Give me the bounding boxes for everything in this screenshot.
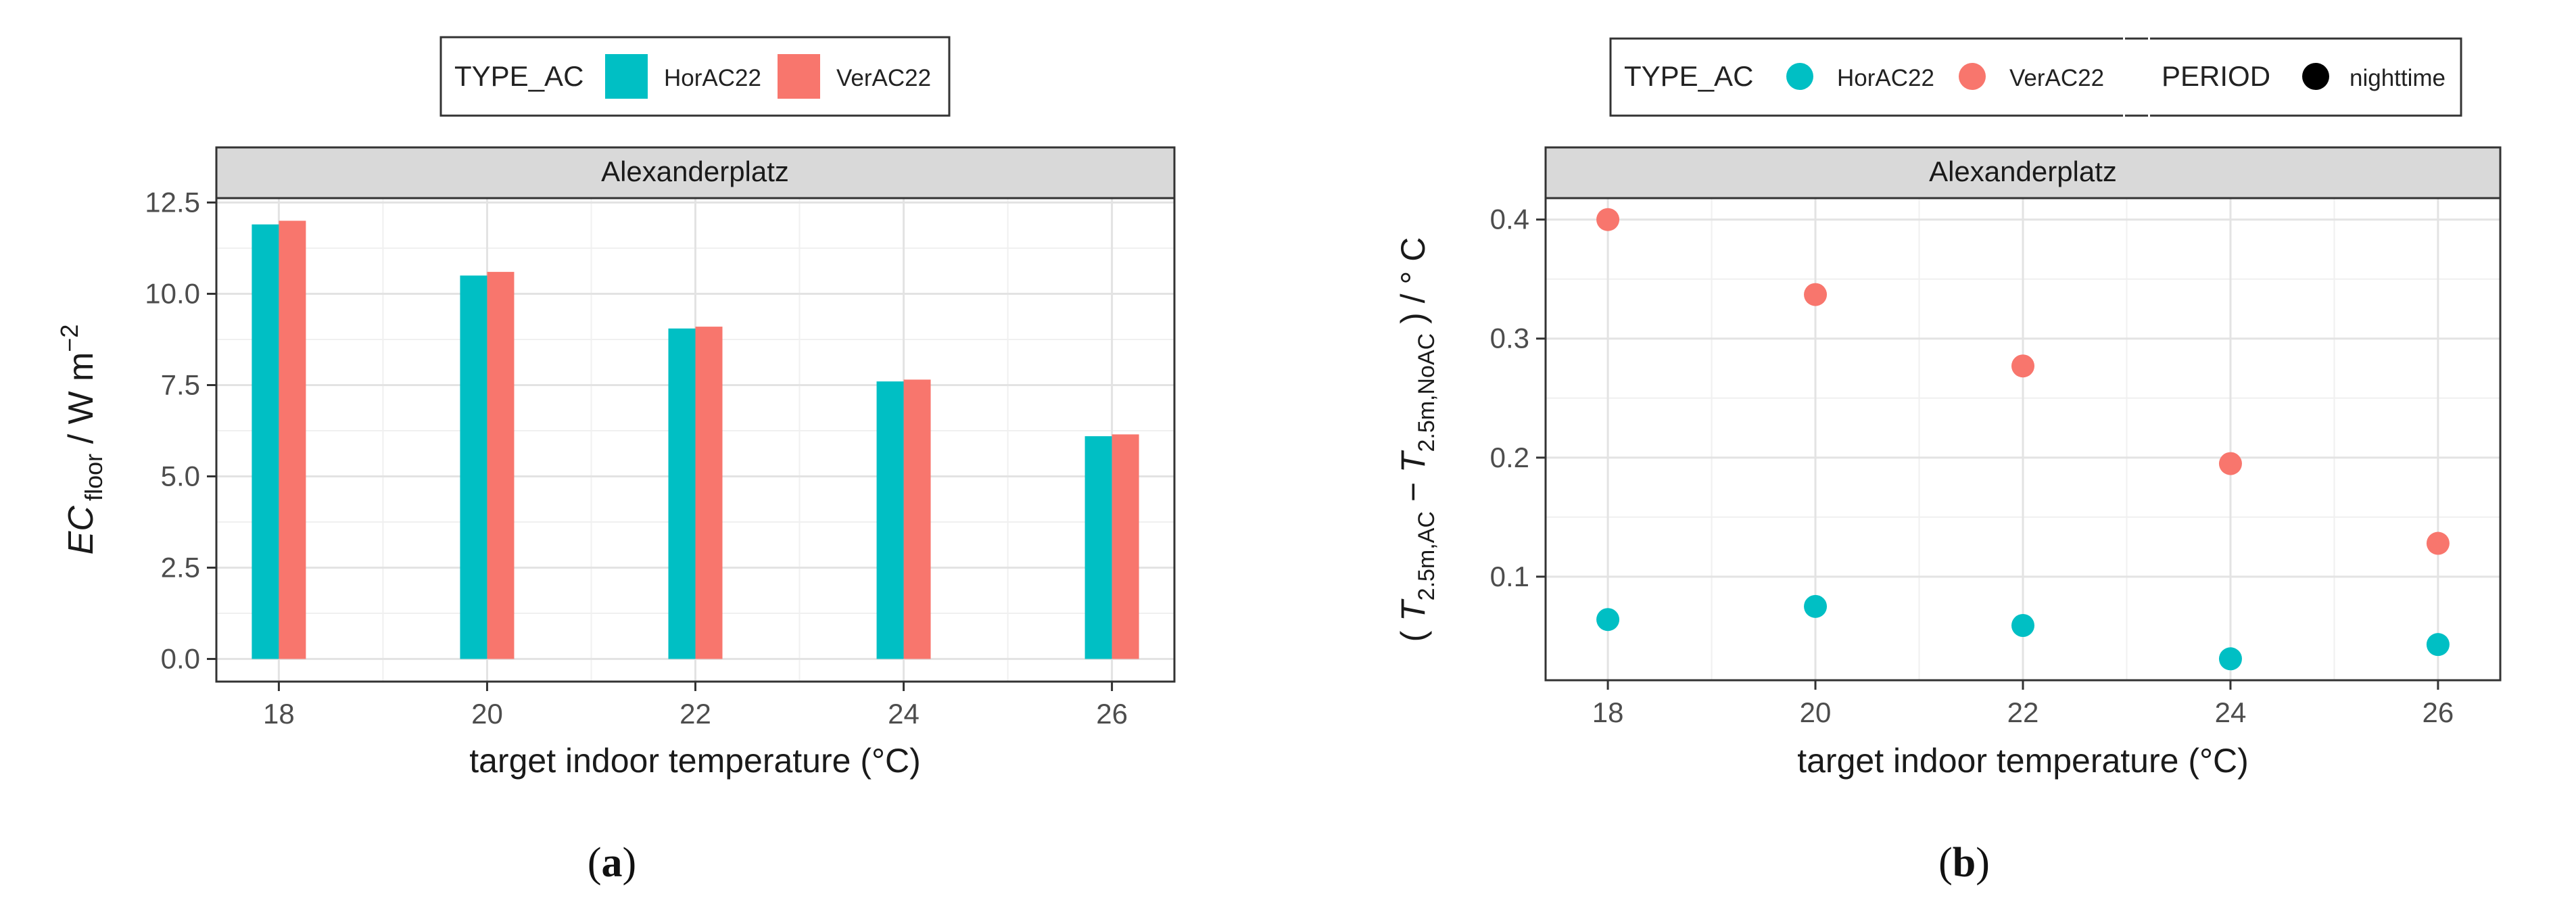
point-verac22-26 [2426, 531, 2450, 555]
point-horac22-22 [2011, 614, 2034, 638]
legend-b-key-nighttime [2302, 63, 2329, 90]
y-tick-label: 0.4 [1490, 204, 1529, 235]
legend-b-title: TYPE_AC [1624, 60, 1753, 92]
x-tick-label: 22 [2007, 696, 2039, 728]
caption-b: (b) [1938, 840, 1990, 886]
x-tick-label: 18 [1592, 696, 1624, 728]
y-axis-label-a-main: EC [62, 506, 101, 555]
legend-a-box [439, 36, 951, 117]
caption-a-close: ) [623, 840, 637, 886]
x-tick-label: 24 [888, 698, 920, 730]
x-tick-label: 20 [1800, 696, 1832, 728]
point-verac22-18 [1596, 208, 1620, 231]
y-axis-label-a-sub-text: floor [80, 454, 108, 501]
bar-horac22-24 [876, 381, 904, 659]
bar-verac22-24 [903, 379, 931, 659]
x-axis-label-a: target indoor temperature (°C) [469, 742, 921, 780]
y-axis-label-b-T2: T [1394, 450, 1432, 473]
bar-verac22-20 [487, 272, 515, 659]
bar-horac22-18 [252, 224, 279, 659]
caption-a-open: ( [588, 840, 602, 886]
y-axis-label-b-T1: T [1394, 598, 1432, 621]
bar-verac22-18 [279, 220, 306, 659]
x-tick-label: 24 [2215, 696, 2247, 728]
y-tick-label: 7.5 [161, 369, 200, 400]
legend-b: TYPE_AC HorAC22 VerAC22 PERIOD nighttime [1609, 37, 2462, 118]
bar-verac22-26 [1112, 434, 1139, 659]
panel-b: TYPE_AC HorAC22 VerAC22 PERIOD nighttime… [1394, 37, 2502, 886]
y-axis-label-b-sub2: 2.5m,NoAC [1414, 333, 1439, 452]
y-tick-label: 0.2 [1490, 442, 1529, 473]
y-tick-label: 2.5 [161, 552, 200, 584]
facet-strip-a [215, 146, 1176, 199]
facet-title-a: Alexanderplatz [601, 156, 789, 187]
panel-a: TYPE_AC HorAC22 VerAC22 Alexanderplatz 0… [55, 36, 1176, 886]
x-axis-label-b: target indoor temperature (°C) [1797, 742, 2249, 780]
legend-a-key-verac22 [778, 54, 820, 99]
y-axis-label-a-unit: / W m [62, 352, 101, 454]
point-verac22-24 [2218, 452, 2242, 475]
point-verac22-22 [2011, 354, 2034, 378]
x-tick-label: 20 [471, 698, 503, 730]
y-axis-label-a-sup: −2 [55, 325, 83, 352]
ticks-b: 0.1 0.2 0.3 0.4 18 20 22 24 26 [1490, 204, 2454, 728]
legend-b-label-nighttime: nighttime [2350, 65, 2446, 91]
bar-horac22-26 [1084, 436, 1112, 659]
y-axis-label-a-sub: floor [80, 454, 108, 506]
y-axis-label-b-open: ( [1394, 621, 1432, 642]
y-axis-label-b-sub1: 2.5m,AC [1414, 511, 1439, 600]
y-axis-label-b: ( T2.5m,AC − T2.5m,NoAC ) / ° C [1394, 237, 1439, 642]
caption-b-close: ) [1976, 840, 1990, 886]
y-tick-label: 5.0 [161, 460, 200, 492]
bar-horac22-22 [668, 328, 696, 659]
grid-b [1546, 198, 2500, 680]
legend-a-title: TYPE_AC [454, 60, 583, 92]
legend-b-label-verac22: VerAC22 [2009, 65, 2104, 91]
y-tick-label: 12.5 [145, 186, 200, 218]
point-verac22-20 [1804, 283, 1828, 306]
points-b [1596, 208, 2450, 671]
legend-a: TYPE_AC HorAC22 VerAC22 [439, 36, 951, 117]
point-horac22-18 [1596, 608, 1620, 632]
bar-horac22-20 [460, 275, 487, 659]
x-tick-label: 26 [2423, 696, 2454, 728]
legend-a-label-horac22: HorAC22 [664, 65, 761, 91]
legend-a-key-horac22 [605, 54, 648, 99]
y-axis-label-b-close: ) / ° C [1394, 237, 1432, 333]
facet-title-b: Alexanderplatz [1929, 156, 2117, 187]
legend-b-title-2: PERIOD [2162, 60, 2270, 92]
y-tick-label: 0.0 [161, 643, 200, 675]
point-horac22-24 [2218, 647, 2242, 671]
x-tick-label: 18 [263, 698, 295, 730]
caption-b-open: ( [1938, 840, 1953, 886]
bars-a [252, 220, 1139, 659]
point-horac22-26 [2426, 633, 2450, 657]
legend-b-key-horac22 [1786, 63, 1813, 90]
legend-b-key-verac22 [1959, 63, 1986, 90]
x-tick-label: 26 [1096, 698, 1128, 730]
y-axis-label-b-minus: − [1394, 473, 1432, 511]
x-tick-label: 22 [679, 698, 711, 730]
y-tick-label: 0.3 [1490, 323, 1529, 354]
legend-b-label-horac22: HorAC22 [1837, 65, 1934, 91]
point-horac22-20 [1804, 594, 1828, 618]
y-axis-label-a: EC floor / W m−2 [55, 325, 108, 555]
caption-b-letter: b [1953, 840, 1976, 886]
y-tick-label: 10.0 [145, 277, 200, 309]
y-tick-label: 0.1 [1490, 561, 1529, 592]
bar-verac22-22 [695, 327, 723, 659]
caption-a: (a) [588, 840, 636, 886]
caption-a-letter: a [602, 840, 623, 886]
legend-a-label-verac22: VerAC22 [836, 65, 931, 91]
ticks-a: 0.0 2.5 5.0 7.5 10.0 12.5 18 20 22 24 26 [145, 186, 1128, 730]
